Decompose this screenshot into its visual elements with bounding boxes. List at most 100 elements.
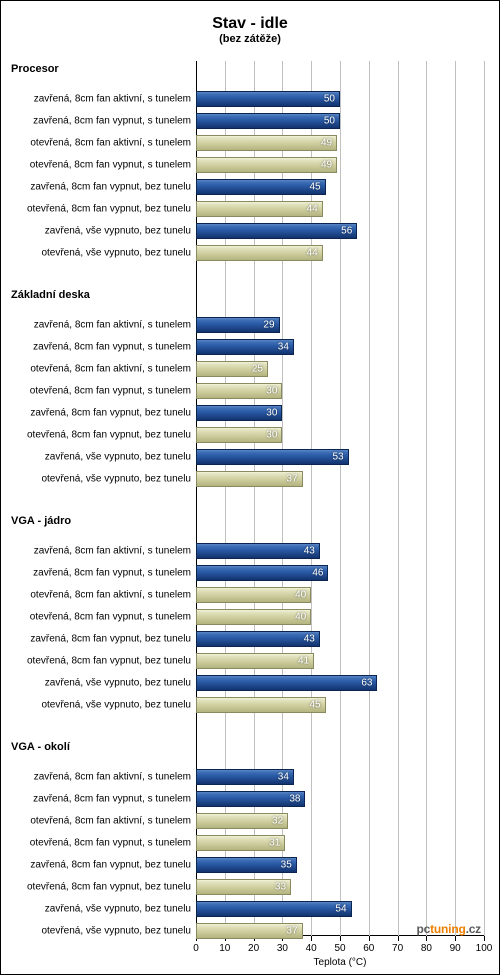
bar-value: 30 (266, 430, 277, 441)
grid-line (398, 61, 399, 936)
row-label: otevřená, 8cm fan aktivní, s tunelem (6, 364, 191, 375)
bar: otevřená, 8cm fan vypnut, bez tunelu41 (196, 653, 314, 669)
bar: zavřená, 8cm fan vypnut, s tunelem46 (196, 565, 328, 581)
bar-value: 43 (304, 634, 315, 645)
row-label: zavřená, 8cm fan aktivní, s tunelem (6, 772, 191, 783)
x-axis-title: Teplota (°C) (314, 957, 367, 968)
plot-region: Teplota (°C) 0102030405060708090100zavře… (196, 61, 484, 936)
row-label: otevřená, 8cm fan vypnut, s tunelem (6, 160, 191, 171)
row-label: zavřená, 8cm fan vypnut, s tunelem (6, 116, 191, 127)
bar-value: 40 (295, 612, 306, 623)
row-label: zavřená, 8cm fan vypnut, bez tunelu (6, 634, 191, 645)
bar: zavřená, 8cm fan vypnut, s tunelem38 (196, 791, 305, 807)
x-tick-label: 30 (277, 943, 288, 954)
row-label: zavřená, 8cm fan vypnut, s tunelem (6, 568, 191, 579)
row-label: zavřená, 8cm fan aktivní, s tunelem (6, 94, 191, 105)
x-tick-label: 60 (363, 943, 374, 954)
bar-value: 44 (307, 204, 318, 215)
bar-value: 37 (286, 926, 297, 937)
bar: zavřená, 8cm fan vypnut, bez tunelu43 (196, 631, 320, 647)
bar-value: 32 (272, 816, 283, 827)
bar: otevřená, vše vypnuto, bez tunelu45 (196, 697, 326, 713)
row-label: zavřená, 8cm fan vypnut, bez tunelu (6, 182, 191, 193)
x-tick-label: 50 (334, 943, 345, 954)
bar-value: 53 (333, 452, 344, 463)
row-label: otevřená, 8cm fan vypnut, bez tunelu (6, 882, 191, 893)
x-tick (455, 936, 456, 941)
watermark: pctuning.cz (417, 922, 481, 936)
watermark-cz: .cz (466, 922, 481, 936)
row-label: zavřená, vše vypnuto, bez tunelu (6, 226, 191, 237)
bar: zavřená, 8cm fan vypnut, bez tunelu45 (196, 179, 326, 195)
bar: zavřená, 8cm fan aktivní, s tunelem50 (196, 91, 340, 107)
bar-value: 54 (335, 904, 346, 915)
x-tick-label: 20 (248, 943, 259, 954)
bar: zavřená, vše vypnuto, bez tunelu63 (196, 675, 377, 691)
group-heading: Procesor (11, 63, 59, 75)
x-tick (369, 936, 370, 941)
bar-value: 33 (275, 882, 286, 893)
row-label: otevřená, vše vypnuto, bez tunelu (6, 700, 191, 711)
grid-line (455, 61, 456, 936)
bar: otevřená, 8cm fan vypnut, s tunelem31 (196, 835, 285, 851)
bar-value: 44 (307, 248, 318, 259)
bar: zavřená, vše vypnuto, bez tunelu54 (196, 901, 352, 917)
bar: zavřená, 8cm fan aktivní, s tunelem43 (196, 543, 320, 559)
row-label: otevřená, 8cm fan vypnut, s tunelem (6, 838, 191, 849)
bar: otevřená, 8cm fan vypnut, bez tunelu33 (196, 879, 291, 895)
bar-value: 49 (321, 160, 332, 171)
grid-line (484, 61, 485, 936)
bar: zavřená, 8cm fan vypnut, bez tunelu35 (196, 857, 297, 873)
row-label: otevřená, 8cm fan vypnut, s tunelem (6, 612, 191, 623)
x-tick (426, 936, 427, 941)
bar: zavřená, 8cm fan aktivní, s tunelem29 (196, 317, 280, 333)
x-tick-label: 70 (392, 943, 403, 954)
x-tick-label: 0 (193, 943, 199, 954)
bar-value: 31 (269, 838, 280, 849)
bar-value: 38 (289, 794, 300, 805)
grid-line (340, 61, 341, 936)
watermark-pc: pc (417, 922, 431, 936)
grid-line (369, 61, 370, 936)
row-label: otevřená, 8cm fan aktivní, s tunelem (6, 138, 191, 149)
row-label: otevřená, 8cm fan vypnut, s tunelem (6, 386, 191, 397)
bar-value: 41 (298, 656, 309, 667)
row-label: zavřená, vše vypnuto, bez tunelu (6, 452, 191, 463)
row-label: otevřená, vše vypnuto, bez tunelu (6, 248, 191, 259)
row-label: zavřená, 8cm fan vypnut, bez tunelu (6, 408, 191, 419)
row-label: zavřená, 8cm fan vypnut, s tunelem (6, 342, 191, 353)
x-tick-label: 40 (306, 943, 317, 954)
bar-value: 49 (321, 138, 332, 149)
bar: zavřená, vše vypnuto, bez tunelu53 (196, 449, 349, 465)
watermark-tuning: tuning (430, 922, 465, 936)
bar: otevřená, 8cm fan vypnut, bez tunelu30 (196, 427, 282, 443)
x-tick (484, 936, 485, 941)
bar-value: 25 (252, 364, 263, 375)
row-label: zavřená, 8cm fan aktivní, s tunelem (6, 546, 191, 557)
bar: zavřená, vše vypnuto, bez tunelu56 (196, 223, 357, 239)
bar: otevřená, vše vypnuto, bez tunelu37 (196, 471, 303, 487)
row-label: otevřená, vše vypnuto, bez tunelu (6, 926, 191, 937)
bar: otevřená, vše vypnuto, bez tunelu37 (196, 923, 303, 939)
bar: zavřená, 8cm fan vypnut, s tunelem50 (196, 113, 340, 129)
bar: zavřená, 8cm fan aktivní, s tunelem34 (196, 769, 294, 785)
bar-value: 45 (309, 182, 320, 193)
grid-line (426, 61, 427, 936)
row-label: otevřená, 8cm fan vypnut, bez tunelu (6, 656, 191, 667)
bar: otevřená, 8cm fan aktivní, s tunelem25 (196, 361, 268, 377)
bar-value: 30 (266, 408, 277, 419)
group-heading: VGA - okolí (11, 741, 70, 753)
bar: otevřená, 8cm fan vypnut, s tunelem40 (196, 609, 311, 625)
row-label: otevřená, 8cm fan aktivní, s tunelem (6, 816, 191, 827)
bar: otevřená, 8cm fan aktivní, s tunelem32 (196, 813, 288, 829)
chart-subtitle: (bez zátěže) (1, 33, 499, 45)
bar-value: 34 (278, 772, 289, 783)
row-label: otevřená, 8cm fan vypnut, bez tunelu (6, 204, 191, 215)
row-label: zavřená, vše vypnuto, bez tunelu (6, 678, 191, 689)
bar: otevřená, vše vypnuto, bez tunelu44 (196, 245, 323, 261)
bar-value: 37 (286, 474, 297, 485)
bar: otevřená, 8cm fan vypnut, s tunelem49 (196, 157, 337, 173)
bar-value: 35 (281, 860, 292, 871)
bar: otevřená, 8cm fan vypnut, bez tunelu44 (196, 201, 323, 217)
bar-value: 50 (324, 116, 335, 127)
